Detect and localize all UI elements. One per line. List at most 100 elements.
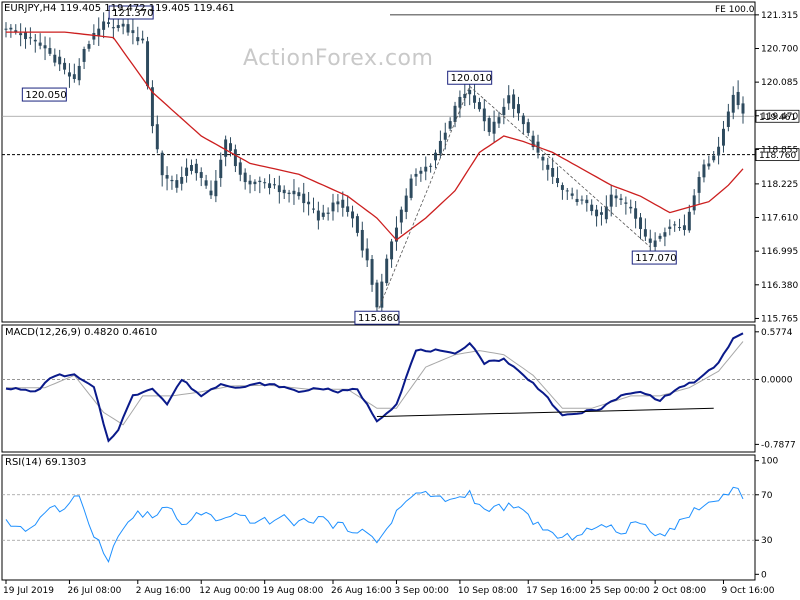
macd-line <box>5 332 744 443</box>
candle <box>653 232 657 252</box>
ohlc-high: 119.472 <box>104 3 146 14</box>
rsi-axis-tick-label: 0 <box>761 570 767 580</box>
price-callout: 120.050 <box>21 87 67 102</box>
price-callout: 115.860 <box>354 310 400 325</box>
ohlc-open: 119.405 <box>59 3 102 14</box>
candle <box>141 30 145 44</box>
candle <box>214 169 218 203</box>
candle <box>409 174 413 201</box>
candle <box>741 96 745 124</box>
candle <box>502 98 506 125</box>
date-axis-tick-label: 25 Sep 00:00 <box>590 586 650 596</box>
candle <box>682 214 686 236</box>
candle <box>390 238 394 268</box>
candle <box>473 83 477 109</box>
candle <box>92 24 96 45</box>
date-axis-tick-label: 12 Aug 00:00 <box>199 586 260 596</box>
candle <box>643 218 647 241</box>
candle <box>224 135 228 167</box>
candle <box>497 111 501 128</box>
candle <box>424 156 428 181</box>
candle <box>663 227 667 247</box>
candle <box>287 189 291 203</box>
rsi-axis-tick-label: 70 <box>761 491 773 501</box>
candle <box>82 46 86 70</box>
price-axis-tick-label: 120.700 <box>761 44 798 54</box>
price-axis-tick-label: 119.470 <box>761 112 798 122</box>
candle <box>570 187 574 200</box>
candle <box>668 219 672 236</box>
candle <box>199 167 203 187</box>
candle <box>453 101 457 128</box>
candle <box>546 157 550 181</box>
candle <box>595 204 599 227</box>
price-callout: 120.010 <box>447 70 493 85</box>
macd-pane-title: MACD(12,26,9) 0.4820 0.4610 <box>5 327 158 338</box>
candle <box>365 238 369 267</box>
candle <box>634 200 638 229</box>
candle <box>521 113 525 135</box>
date-axis-tick-label: 19 Aug 08:00 <box>263 586 324 596</box>
candle <box>63 58 67 75</box>
svg-text:119.461: 119.461 <box>759 113 796 123</box>
macd-trend-line <box>376 407 714 418</box>
candle <box>717 136 721 165</box>
candle <box>258 176 262 194</box>
candle <box>678 218 682 231</box>
candle <box>268 174 272 195</box>
candle <box>4 22 8 38</box>
candle <box>516 96 520 121</box>
candle <box>346 195 350 217</box>
date-axis-tick-label: 26 Aug 16:00 <box>331 586 392 596</box>
candle <box>58 49 62 72</box>
svg-text:118.760: 118.760 <box>759 151 796 161</box>
price-pane-title: EURJPY,H4 119.405 119.472 119.405 119.46… <box>4 3 235 14</box>
candle <box>692 189 696 215</box>
candle <box>263 178 267 189</box>
candle <box>170 175 174 190</box>
candle <box>477 97 481 112</box>
candle <box>482 99 486 132</box>
candle <box>312 197 315 214</box>
candle <box>551 157 555 185</box>
price-axis-tick-label: 116.995 <box>761 247 798 257</box>
candle <box>102 12 106 39</box>
candle <box>321 204 325 220</box>
candle <box>375 279 379 315</box>
candle <box>28 27 32 45</box>
candle <box>619 193 623 205</box>
candle <box>136 26 140 46</box>
candle <box>458 90 462 118</box>
svg-text:120.050: 120.050 <box>25 90 66 101</box>
price-axis-tick-label: 118.225 <box>761 180 798 190</box>
candle <box>131 18 135 45</box>
candle <box>487 115 491 136</box>
date-axis-tick-label: 9 Oct 16:00 <box>721 586 774 596</box>
candle <box>204 174 208 189</box>
rsi-line <box>5 486 744 564</box>
candle <box>531 130 535 151</box>
candle <box>590 199 594 216</box>
candle <box>707 155 711 170</box>
price-axis-tick-label: 115.765 <box>761 314 798 324</box>
candle <box>19 23 23 47</box>
candle <box>414 168 418 186</box>
candle <box>394 216 398 251</box>
candle <box>380 273 384 316</box>
candle <box>341 191 345 217</box>
date-axis-tick-label: 19 Jul 2019 <box>3 586 54 596</box>
candle <box>229 137 233 157</box>
swing-projection-line <box>376 86 471 314</box>
candle <box>302 182 306 213</box>
candle <box>165 166 169 191</box>
fe-level-label: FE 100.0 <box>715 5 755 15</box>
candle <box>609 184 613 217</box>
rsi-axis-tick-label: 100 <box>761 457 778 467</box>
support-level-tag: 118.760 <box>755 148 800 161</box>
candle <box>434 149 437 169</box>
candle <box>673 221 677 232</box>
macd-signal-line <box>6 341 744 426</box>
candle <box>658 233 662 242</box>
candle <box>97 17 101 46</box>
candle <box>67 63 71 88</box>
